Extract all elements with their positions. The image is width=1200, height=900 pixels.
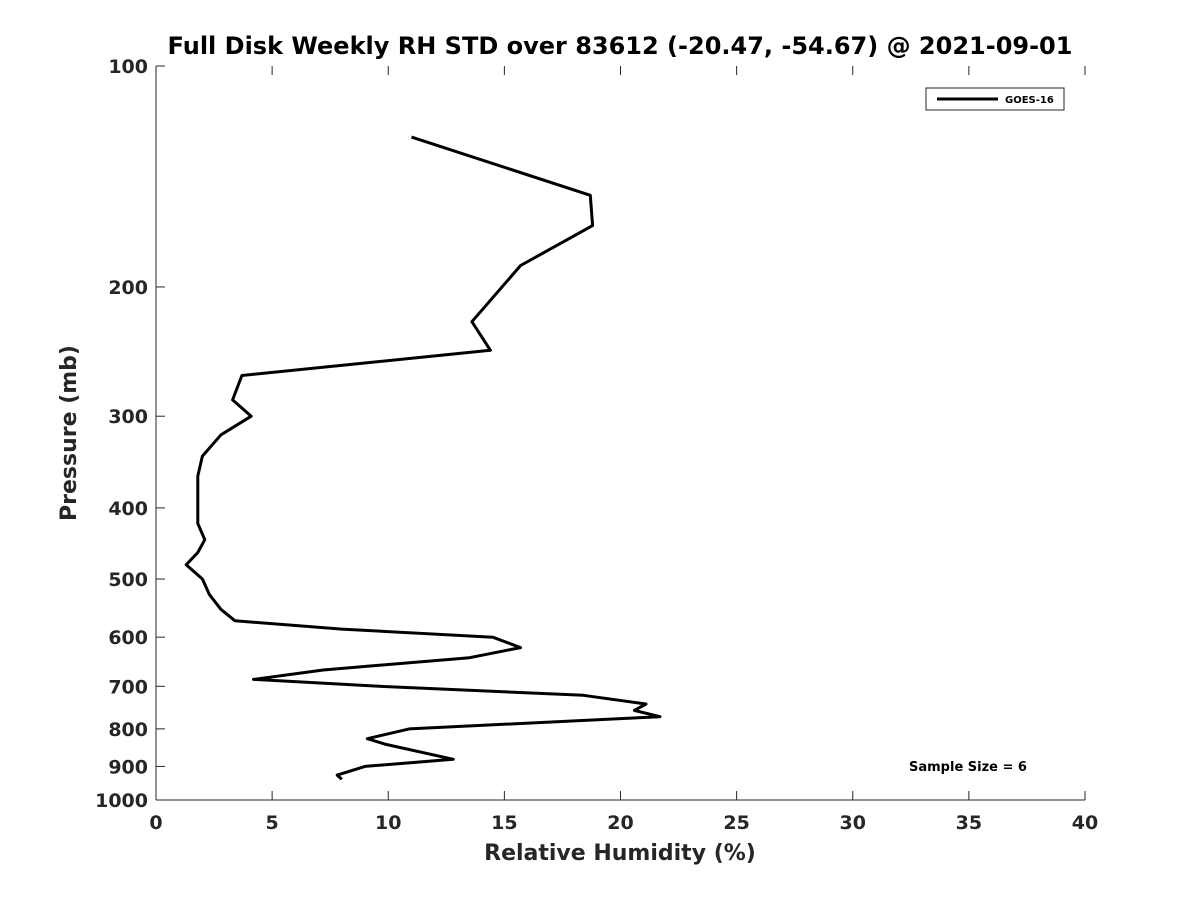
y-tick-label-100: 100: [108, 56, 148, 78]
sample-size-annotation: Sample Size = 6: [909, 760, 1027, 775]
y-ticks: 100 200 300 400 500 600 700 800 900 1000: [95, 56, 165, 812]
x-tick-label-20: 20: [607, 812, 633, 834]
axes: [155, 66, 1085, 801]
x-tick-label-15: 15: [491, 812, 517, 834]
x-tick-label-10: 10: [375, 812, 401, 834]
y-tick-label-300: 300: [108, 406, 148, 428]
chart-title: Full Disk Weekly RH STD over 83612 (-20.…: [168, 32, 1073, 60]
x-tick-label-5: 5: [266, 812, 279, 834]
y-tick-label-1000: 1000: [95, 790, 148, 812]
x-tick-label-35: 35: [956, 812, 982, 834]
y-tick-label-700: 700: [108, 676, 148, 698]
x-tick-label-30: 30: [840, 812, 866, 834]
x-tick-label-0: 0: [149, 812, 162, 834]
x-ticks: 0 5 10 15 20 25 30 35 40: [149, 66, 1098, 834]
series-group: [184, 135, 662, 781]
y-tick-label-600: 600: [108, 627, 148, 649]
x-tick-label-40: 40: [1072, 812, 1098, 834]
legend-label-goes-16: GOES-16: [1005, 95, 1054, 106]
y-tick-label-900: 900: [108, 756, 148, 778]
y-tick-label-400: 400: [108, 498, 148, 520]
x-tick-label-25: 25: [723, 812, 749, 834]
x-axis-label: Relative Humidity (%): [484, 841, 756, 866]
legend: GOES-16: [925, 87, 1065, 111]
y-tick-label-500: 500: [108, 569, 148, 591]
y-tick-label-800: 800: [108, 719, 148, 741]
y-axis-label: Pressure (mb): [57, 345, 82, 521]
series-line-goes-16: [184, 135, 662, 781]
y-tick-label-200: 200: [108, 277, 148, 299]
